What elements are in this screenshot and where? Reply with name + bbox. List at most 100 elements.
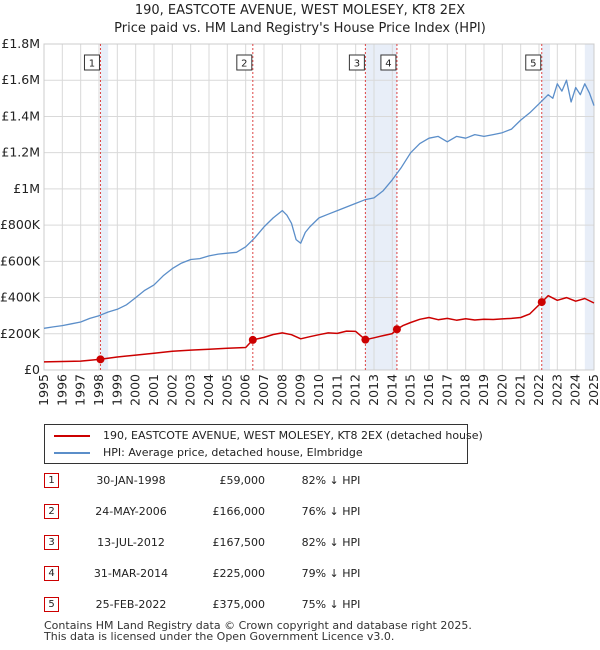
row-price: £225,000 (212, 567, 266, 580)
row-number-badge: 1 (44, 473, 59, 488)
x-tick-label: 2014 (384, 374, 399, 406)
y-tick-label: £400K (0, 290, 41, 305)
chart-subtitle: Price paid vs. HM Land Registry's House … (114, 21, 486, 36)
row-number-badge: 5 (44, 597, 59, 612)
x-tick-label: 2017 (439, 374, 454, 406)
chart-title: 190, EASTCOTE AVENUE, WEST MOLESEY, KT8 … (135, 3, 465, 18)
x-tick-label: 2012 (348, 374, 363, 406)
x-tick-label: 2016 (421, 374, 436, 406)
x-tick-label: 2022 (531, 374, 546, 406)
transaction-point (248, 335, 257, 344)
footer-license: This data is licensed under the Open Gov… (44, 630, 395, 643)
x-tick-label: 2007 (256, 374, 271, 406)
x-tick-label: 2018 (458, 374, 473, 406)
transaction-label-box (236, 54, 253, 71)
transaction-label: 3 (354, 59, 360, 70)
transaction-label-box (83, 54, 100, 71)
x-tick-label: 2021 (513, 374, 528, 406)
x-tick-label: 2024 (568, 374, 583, 406)
y-tick-label: £600K (0, 253, 41, 268)
shaded-region (365, 44, 397, 370)
x-tick-label: 2002 (164, 374, 179, 406)
row-date: 30-JAN-1998 (96, 474, 166, 487)
shaded-region (541, 44, 550, 370)
x-tick-label: 2019 (476, 374, 491, 406)
x-tick-label: 2013 (366, 374, 381, 406)
x-axis-labels: 1995 1996 1997 1998 1999 2000 2001 2002 2003 2004… (36, 374, 600, 406)
row-number-badge: 4 (44, 566, 59, 581)
x-tick-label: 2006 (238, 374, 253, 406)
y-tick-label: £1M (13, 181, 40, 196)
x-tick-label: 2025 (586, 374, 600, 406)
property-series-line (43, 294, 595, 363)
y-tick-label: £800K (0, 217, 41, 232)
row-hpi: 79% ↓ HPI (301, 567, 361, 580)
transaction-point (537, 298, 546, 307)
shaded-region (584, 44, 594, 370)
y-axis-labels: £0 £200K £400K £600K £800K £1M £1.2M £1.4M £1.6M… (0, 36, 41, 377)
series-lines (43, 79, 595, 363)
row-price: £166,000 (212, 505, 266, 518)
y-tick-label: £1.4M (1, 108, 40, 123)
legend: 190, EASTCOTE AVENUE, WEST MOLESEY, KT8 … (44, 424, 483, 464)
transaction-labels: 1 2 3 4 5 (83, 54, 542, 71)
footer-copyright: Contains HM Land Registry data © Crown c… (44, 619, 472, 632)
row-price: £167,500 (212, 536, 266, 549)
y-tick-label: £1.8M (1, 36, 40, 51)
plot-border (43, 43, 595, 371)
transaction-label: 2 (241, 59, 247, 70)
x-tick-label: 2023 (549, 374, 564, 406)
x-tick-label: 2009 (293, 374, 308, 406)
transaction-label-box (348, 54, 365, 71)
legend-label-property: 190, EASTCOTE AVENUE, WEST MOLESEY, KT8 … (103, 429, 483, 442)
x-tick-label: 1998 (91, 374, 106, 406)
x-tick-label: 2015 (403, 374, 418, 406)
legend-label-hpi: HPI: Average price, detached house, Elmb… (103, 446, 363, 459)
row-price: £59,000 (219, 474, 266, 487)
row-hpi: 75% ↓ HPI (301, 598, 361, 611)
row-hpi: 82% ↓ HPI (301, 536, 361, 549)
row-hpi: 82% ↓ HPI (301, 474, 361, 487)
transaction-point (392, 325, 401, 334)
footer: Contains HM Land Registry data © Crown c… (44, 620, 472, 642)
transaction-label: 4 (385, 59, 391, 70)
shaded-region (100, 44, 109, 370)
row-price: £375,000 (212, 598, 266, 611)
row-date: 25-FEB-2022 (95, 598, 167, 611)
transaction-label-box (525, 54, 542, 71)
table-row: 1 30-JAN-1998 £59,000 82% ↓ HPI (44, 466, 444, 496)
x-tick-label: 1995 (36, 374, 51, 406)
table-row: 4 31-MAR-2014 £225,000 79% ↓ HPI (44, 559, 444, 589)
y-tick-label: £200K (0, 326, 41, 341)
y-tick-label: £0 (24, 362, 40, 377)
row-date: 24-MAY-2006 (95, 505, 167, 518)
transaction-points (96, 298, 546, 364)
gridlines (43, 43, 595, 371)
x-tick-label: 1996 (54, 374, 69, 406)
y-tick-label: £1.6M (1, 72, 40, 87)
x-tick-label: 2011 (329, 374, 344, 406)
row-number-badge: 2 (44, 504, 59, 519)
x-tick-label: 2008 (274, 374, 289, 406)
row-hpi: 76% ↓ HPI (301, 505, 361, 518)
hpi-series-line (43, 79, 595, 329)
x-tick-label: 1997 (73, 374, 88, 406)
price-chart: 190, EASTCOTE AVENUE, WEST MOLESEY, KT8 … (0, 3, 600, 406)
row-date: 13-JUL-2012 (97, 536, 165, 549)
legend-swatch-property (54, 435, 90, 437)
row-number-badge: 3 (44, 535, 59, 550)
table-row: 2 24-MAY-2006 £166,000 76% ↓ HPI (44, 497, 444, 527)
x-tick-label: 2000 (128, 374, 143, 406)
x-tick-label: 2001 (146, 374, 161, 406)
x-tick-label: 2005 (219, 374, 234, 406)
x-tick-label: 2003 (183, 374, 198, 406)
row-date: 31-MAR-2014 (93, 567, 169, 580)
transaction-label: 1 (89, 59, 95, 70)
x-tick-label: 2020 (494, 374, 509, 406)
legend-swatch-hpi (54, 452, 90, 454)
transaction-label: 5 (530, 59, 536, 70)
transaction-label-box (380, 54, 397, 71)
transaction-point (96, 355, 105, 364)
x-tick-label: 2004 (201, 374, 216, 406)
table-row: 3 13-JUL-2012 £167,500 82% ↓ HPI (44, 528, 444, 558)
